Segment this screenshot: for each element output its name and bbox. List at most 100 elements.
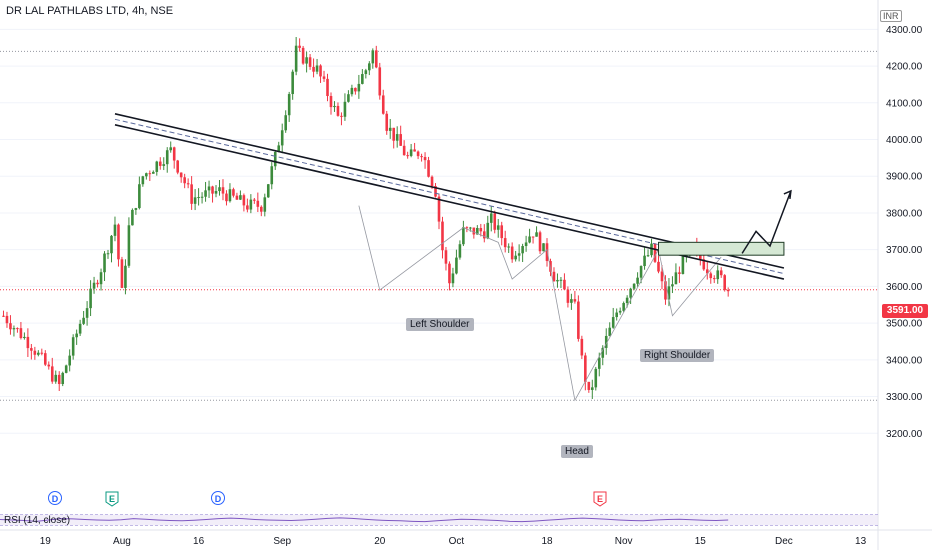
candle-body	[110, 235, 113, 254]
candle-body	[479, 228, 483, 232]
candle-body	[239, 195, 242, 200]
candle-body	[190, 184, 193, 204]
candle-body	[364, 70, 368, 75]
head-label: Head	[561, 445, 593, 458]
candle-body	[427, 160, 430, 177]
candle-body	[521, 246, 524, 254]
candle-body	[315, 65, 319, 72]
time-tick-label: Aug	[113, 536, 131, 547]
candle-body	[23, 336, 26, 339]
time-tick-label: 15	[695, 536, 707, 547]
candle-body	[409, 149, 413, 156]
event-marker-label: D	[52, 494, 59, 504]
candle-body	[510, 246, 514, 260]
rsi-label: RSI (14, close)	[4, 515, 71, 526]
candle-body	[322, 76, 326, 79]
candle-body	[64, 365, 68, 373]
neckline-box	[658, 241, 785, 256]
candle-body	[186, 183, 190, 185]
event-marker-label: D	[215, 494, 222, 504]
candle-body	[357, 83, 361, 92]
candle-body	[50, 366, 54, 382]
candle-body	[514, 255, 517, 260]
time-tick-label: Dec	[775, 536, 793, 547]
candle-body	[542, 243, 545, 252]
candle-body	[507, 246, 510, 248]
support-line	[114, 124, 785, 280]
head-shoulders-lines	[358, 205, 722, 402]
time-tick-label: 16	[193, 536, 205, 547]
candle-body	[448, 263, 451, 284]
candle-body	[242, 195, 246, 206]
candle-body	[482, 231, 486, 239]
candle-body	[563, 279, 566, 290]
price-tick-label: 4100.00	[886, 98, 923, 109]
candle-body	[16, 328, 19, 330]
candle-body	[333, 105, 336, 108]
event-marker-label: E	[109, 494, 115, 504]
candle-body	[545, 243, 549, 262]
candle-body	[218, 187, 221, 192]
candle-body	[423, 157, 427, 161]
candle-body	[618, 310, 622, 313]
candle-body	[92, 282, 96, 289]
candle-body	[385, 113, 389, 131]
candle-body	[284, 115, 287, 131]
candle-body	[354, 87, 357, 92]
candle-body	[653, 243, 657, 262]
event-marker-label: E	[597, 494, 603, 504]
candle-body	[371, 50, 375, 64]
candle-body	[538, 232, 542, 252]
left-shoulder-label: Left Shoulder	[406, 318, 474, 331]
candle-body	[552, 271, 556, 282]
right-shoulder-label: Right Shoulder	[640, 349, 715, 362]
candle-body	[726, 289, 730, 292]
candle-body	[54, 374, 58, 382]
candle-body	[392, 127, 396, 141]
candle-body	[388, 127, 392, 131]
price-tick-label: 3600.00	[886, 282, 923, 293]
candle-body	[26, 336, 30, 349]
candle-body	[179, 172, 183, 178]
price-tick-label: 3500.00	[886, 319, 923, 330]
candle-body	[246, 205, 249, 210]
candle-body	[657, 261, 660, 272]
candle-body	[361, 74, 364, 84]
candle-body	[441, 221, 444, 251]
candle-body	[535, 232, 538, 237]
candle-body	[469, 227, 472, 229]
candle-body	[340, 115, 343, 117]
candle-body	[5, 315, 9, 324]
candle-body	[273, 151, 277, 167]
candle-body	[37, 352, 40, 355]
candle-body	[253, 199, 256, 201]
candle-body	[584, 355, 587, 382]
candle-body	[256, 200, 260, 207]
time-axis: 19 Aug 16 Sep 20 Oct 18 Nov 15 Dec 13	[0, 529, 932, 547]
price-tick-label: 4200.00	[886, 62, 923, 73]
dividend-marker	[211, 491, 225, 505]
candle-body	[183, 177, 186, 184]
earnings-marker	[105, 491, 119, 507]
candle-body	[587, 381, 591, 390]
candle-body	[89, 288, 92, 309]
candle-body	[465, 227, 469, 229]
candle-body	[305, 57, 308, 64]
time-tick-label: Nov	[615, 536, 633, 547]
candle-body	[705, 269, 709, 274]
time-tick-label: 13	[855, 536, 867, 547]
candle-body	[462, 227, 465, 245]
candle-body	[712, 278, 716, 280]
candle-body	[643, 255, 646, 267]
candle-body	[374, 50, 378, 68]
candle-body	[406, 155, 409, 157]
candle-body	[99, 272, 103, 285]
candle-body	[486, 222, 490, 239]
candle-body	[263, 197, 267, 212]
currency-label[interactable]: INR	[880, 10, 902, 22]
candle-body	[200, 196, 204, 198]
candle-body	[82, 317, 85, 324]
candle-body	[30, 348, 33, 351]
earnings-marker	[593, 491, 607, 507]
